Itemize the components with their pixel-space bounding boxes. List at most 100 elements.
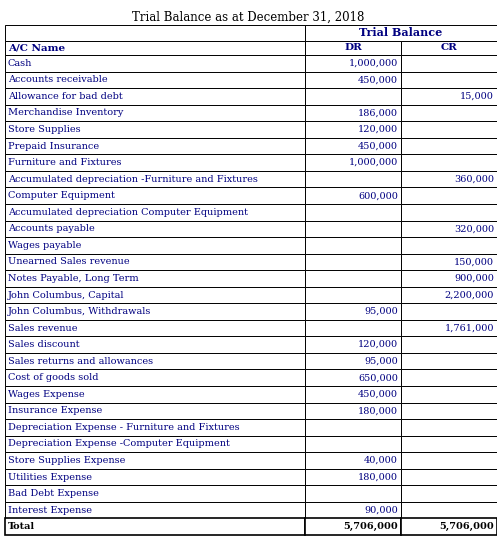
Bar	[401, 320, 497, 336]
Bar	[5, 204, 305, 220]
Bar	[305, 88, 401, 105]
Text: Accumulated depreciation -Furniture and Fixtures: Accumulated depreciation -Furniture and …	[8, 175, 258, 184]
Text: Cash: Cash	[8, 59, 32, 68]
Text: Computer Equipment: Computer Equipment	[8, 191, 115, 200]
Text: Wages Expense: Wages Expense	[8, 390, 84, 399]
Bar	[401, 452, 497, 469]
Bar	[401, 287, 497, 304]
Text: 450,000: 450,000	[358, 142, 398, 150]
Text: 15,000: 15,000	[460, 92, 494, 101]
Text: Allowance for bad debt: Allowance for bad debt	[8, 92, 123, 101]
Text: 186,000: 186,000	[358, 109, 398, 117]
Bar	[5, 72, 305, 88]
Bar	[5, 254, 305, 270]
Bar	[5, 485, 305, 502]
Bar	[401, 402, 497, 419]
Bar	[305, 121, 401, 138]
Bar	[401, 220, 497, 237]
Bar	[5, 105, 305, 121]
Text: Accounts receivable: Accounts receivable	[8, 75, 108, 84]
Bar	[401, 55, 497, 72]
Bar	[5, 138, 305, 154]
Text: CR: CR	[440, 43, 457, 53]
Text: Insurance Expense: Insurance Expense	[8, 406, 102, 415]
Text: A/C Name: A/C Name	[8, 43, 65, 53]
Bar	[5, 25, 305, 41]
Text: 180,000: 180,000	[358, 472, 398, 482]
Text: DR: DR	[344, 43, 362, 53]
Bar	[401, 41, 497, 55]
Text: Depreciation Expense -Computer Equipment: Depreciation Expense -Computer Equipment	[8, 439, 230, 449]
Bar	[401, 88, 497, 105]
Text: Notes Payable, Long Term: Notes Payable, Long Term	[8, 274, 139, 283]
Bar	[5, 171, 305, 187]
Bar	[305, 270, 401, 287]
Text: 5,706,000: 5,706,000	[343, 522, 398, 531]
Bar	[305, 519, 401, 535]
Bar	[5, 220, 305, 237]
Bar	[5, 121, 305, 138]
Bar	[5, 88, 305, 105]
Bar	[401, 435, 497, 452]
Bar	[401, 270, 497, 287]
Bar	[305, 154, 401, 171]
Text: 95,000: 95,000	[364, 307, 398, 316]
Text: 120,000: 120,000	[358, 340, 398, 349]
Bar	[5, 435, 305, 452]
Bar	[401, 519, 497, 535]
Bar	[305, 435, 401, 452]
Bar	[305, 25, 497, 41]
Bar	[401, 419, 497, 435]
Bar	[401, 121, 497, 138]
Text: Wages payable: Wages payable	[8, 241, 82, 250]
Text: 600,000: 600,000	[358, 191, 398, 200]
Text: Trial Balance: Trial Balance	[359, 28, 443, 39]
Bar	[5, 386, 305, 402]
Bar	[5, 304, 305, 320]
Text: 95,000: 95,000	[364, 357, 398, 365]
Text: Prepaid Insurance: Prepaid Insurance	[8, 142, 99, 150]
Bar	[401, 204, 497, 220]
Bar	[401, 105, 497, 121]
Bar	[305, 419, 401, 435]
Bar	[5, 237, 305, 254]
Text: 5,706,000: 5,706,000	[439, 522, 494, 531]
Bar	[401, 369, 497, 386]
Text: 360,000: 360,000	[454, 175, 494, 184]
Text: 180,000: 180,000	[358, 406, 398, 415]
Bar	[305, 287, 401, 304]
Bar	[305, 502, 401, 519]
Bar	[305, 72, 401, 88]
Bar	[5, 369, 305, 386]
Bar	[5, 320, 305, 336]
Bar	[305, 41, 401, 55]
Bar	[401, 502, 497, 519]
Bar	[305, 254, 401, 270]
Bar	[401, 336, 497, 353]
Bar	[401, 353, 497, 369]
Bar	[401, 485, 497, 502]
Bar	[305, 469, 401, 485]
Bar	[305, 320, 401, 336]
Bar	[401, 171, 497, 187]
Bar	[305, 353, 401, 369]
Text: Sales discount: Sales discount	[8, 340, 80, 349]
Bar	[5, 55, 305, 72]
Bar	[305, 386, 401, 402]
Bar	[305, 220, 401, 237]
Bar	[305, 105, 401, 121]
Text: John Columbus, Capital: John Columbus, Capital	[8, 291, 125, 300]
Bar	[5, 154, 305, 171]
Text: John Columbus, Withdrawals: John Columbus, Withdrawals	[8, 307, 152, 316]
Text: Sales revenue: Sales revenue	[8, 324, 78, 333]
Bar	[401, 138, 497, 154]
Bar	[305, 336, 401, 353]
Bar	[305, 138, 401, 154]
Text: Furniture and Fixtures: Furniture and Fixtures	[8, 158, 121, 167]
Text: 450,000: 450,000	[358, 390, 398, 399]
Text: Store Supplies: Store Supplies	[8, 125, 81, 134]
Bar	[305, 171, 401, 187]
Bar	[5, 336, 305, 353]
Bar	[5, 187, 305, 204]
Text: 320,000: 320,000	[454, 224, 494, 233]
